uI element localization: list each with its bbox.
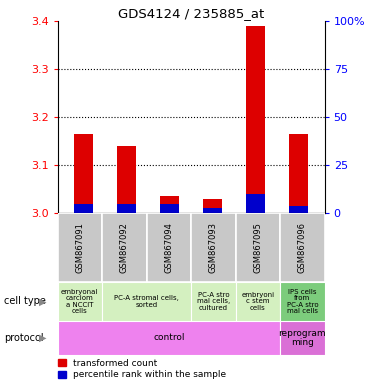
Text: GSM867096: GSM867096 — [298, 222, 307, 273]
Bar — [102, 282, 191, 321]
Bar — [58, 282, 102, 321]
Bar — [280, 321, 325, 355]
Bar — [117, 146, 136, 213]
Bar — [160, 204, 179, 213]
Bar — [203, 199, 222, 213]
Bar — [191, 213, 236, 282]
Bar — [191, 282, 236, 321]
Bar — [280, 282, 325, 321]
Text: GSM867095: GSM867095 — [253, 222, 262, 273]
Bar — [147, 213, 191, 282]
Bar — [236, 213, 280, 282]
Text: PC-A stro
mal cells,
cultured: PC-A stro mal cells, cultured — [197, 292, 230, 311]
Bar — [289, 206, 308, 213]
Bar — [74, 204, 93, 213]
Bar — [246, 194, 265, 213]
Bar — [236, 282, 280, 321]
Bar — [117, 204, 136, 213]
Text: GSM867092: GSM867092 — [120, 222, 129, 273]
Bar — [203, 208, 222, 213]
Bar — [280, 213, 325, 282]
Bar — [160, 196, 179, 213]
Text: PC-A stromal cells,
sorted: PC-A stromal cells, sorted — [114, 295, 179, 308]
Bar — [74, 134, 93, 213]
Text: GSM867091: GSM867091 — [75, 222, 84, 273]
Text: GSM867093: GSM867093 — [209, 222, 218, 273]
Bar — [58, 321, 280, 355]
Text: control: control — [153, 333, 184, 343]
Text: embryoni
c stem
cells: embryoni c stem cells — [241, 292, 275, 311]
Text: IPS cells
from
PC-A stro
mal cells: IPS cells from PC-A stro mal cells — [286, 289, 318, 314]
Bar — [289, 134, 308, 213]
Text: ▶: ▶ — [39, 296, 46, 306]
Bar — [58, 213, 102, 282]
Text: reprogram
ming: reprogram ming — [279, 329, 326, 347]
Text: protocol: protocol — [4, 333, 43, 343]
Title: GDS4124 / 235885_at: GDS4124 / 235885_at — [118, 7, 264, 20]
Text: ▶: ▶ — [39, 333, 46, 343]
Text: embryonal
carciom
a NCCIT
cells: embryonal carciom a NCCIT cells — [61, 289, 98, 314]
Text: cell type: cell type — [4, 296, 46, 306]
Bar — [246, 26, 265, 213]
Text: GSM867094: GSM867094 — [164, 222, 173, 273]
Legend: transformed count, percentile rank within the sample: transformed count, percentile rank withi… — [58, 359, 226, 379]
Bar — [102, 213, 147, 282]
